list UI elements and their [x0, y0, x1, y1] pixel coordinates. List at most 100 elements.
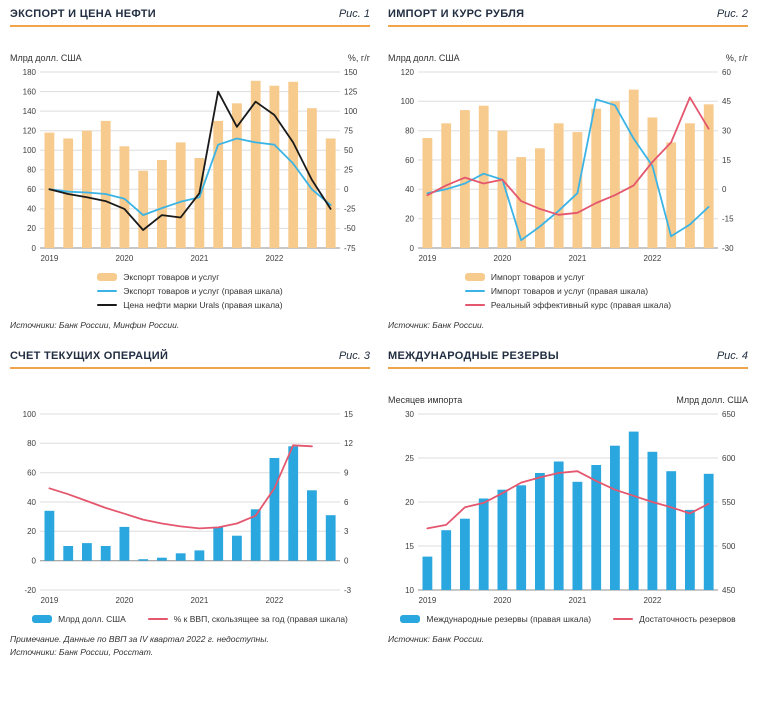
svg-text:80: 80	[27, 439, 36, 448]
svg-text:40: 40	[405, 185, 414, 194]
svg-text:2019: 2019	[419, 254, 437, 263]
figure-number: Рис. 1	[338, 8, 370, 20]
svg-text:2020: 2020	[494, 254, 512, 263]
axis-captions: Месяцев импорта Млрд долл. США	[388, 395, 748, 406]
svg-text:40: 40	[27, 205, 36, 214]
svg-text:0: 0	[32, 557, 37, 566]
svg-text:180: 180	[23, 68, 37, 77]
svg-text:60: 60	[405, 156, 414, 165]
legend-line-swatch	[97, 303, 118, 307]
svg-text:80: 80	[27, 166, 36, 175]
svg-text:2021: 2021	[191, 254, 209, 263]
footnotes: Примечание. Данные по ВВП за IV квартал …	[10, 633, 370, 659]
legend-label: Достаточность резервов	[639, 614, 736, 625]
legend-label: Млрд долл. США	[58, 614, 126, 625]
panel-title: ИМПОРТ И КУРС РУБЛЯ	[388, 8, 525, 20]
svg-text:60: 60	[722, 68, 731, 77]
svg-text:3: 3	[344, 527, 349, 536]
legend-label: Реальный эффективный курс (правая шкала)	[490, 300, 672, 310]
svg-text:550: 550	[722, 498, 736, 507]
legend-item: Достаточность резервов	[613, 614, 736, 625]
legend-item: Экспорт товаров и услуг	[97, 272, 282, 282]
legend-item: Реальный эффективный курс (правая шкала)	[464, 300, 672, 310]
right-axis-caption: Млрд долл. США	[676, 395, 748, 406]
svg-text:2022: 2022	[266, 596, 284, 605]
source-note: Источники: Банк России, Росстат.	[10, 647, 154, 658]
legend-label: Импорт товаров и услуг (правая шкала)	[490, 286, 649, 296]
svg-text:-20: -20	[24, 586, 36, 595]
source-note: Источник: Банк России.	[388, 320, 485, 330]
chart-legend: Экспорт товаров и услуг Экспорт товаров и…	[97, 272, 283, 310]
svg-text:0: 0	[344, 557, 349, 566]
left-axis-caption: Месяцев импорта	[388, 395, 463, 406]
legend-item: Международные резервы (правая шкала)	[400, 614, 591, 624]
svg-text:0: 0	[410, 244, 415, 253]
chart-legend: Млрд долл. США % к ВВП, скользящее за год…	[32, 614, 348, 624]
chart-svg: 10 15 20 25 30 450 500 550 600 650 2019 2020 2021 202…	[405, 410, 736, 605]
international-reserves-chart: 10 15 20 25 30 450 500 550 600 650 2019 2020 2021 202…	[388, 408, 748, 608]
svg-text:2022: 2022	[266, 254, 284, 263]
import-ruble-rate-chart: 0 20 40 60 80 100 120 -30 -15 0 15 30 45 60 2019 2020 20…	[388, 66, 748, 266]
panel-header: ИМПОРТ И КУРС РУБЛЯ Рис. 2	[388, 8, 748, 27]
panel-current-account: СЧЕТ ТЕКУЩИХ ОПЕРАЦИЙ Рис. 3 -20 0 20 40 60 8…	[10, 350, 370, 659]
legend-line-swatch	[464, 289, 485, 293]
note: Примечание. Данные по ВВП за IV квартал …	[10, 634, 269, 645]
svg-text:500: 500	[722, 542, 736, 551]
svg-text:120: 120	[401, 68, 415, 77]
svg-text:40: 40	[27, 498, 36, 507]
svg-text:20: 20	[405, 215, 414, 224]
panel-header: СЧЕТ ТЕКУЩИХ ОПЕРАЦИЙ Рис. 3	[10, 350, 370, 370]
svg-text:2022: 2022	[644, 254, 662, 263]
legend-line-swatch	[613, 617, 634, 621]
right-axis-caption: %, г/г	[725, 53, 748, 63]
axis-captions: Млрд долл. США %, г/г	[10, 53, 370, 64]
legend-label: Цена нефти марки Urals (правая шкала)	[123, 300, 283, 310]
panel-international-reserves: МЕЖДУНАРОДНЫЕ РЕЗЕРВЫ Рис. 4 Месяцев имп…	[388, 350, 748, 659]
legend-bar-swatch	[464, 273, 485, 281]
figure-number: Рис. 2	[716, 8, 748, 20]
svg-text:60: 60	[27, 469, 36, 478]
svg-text:2020: 2020	[116, 254, 134, 263]
svg-text:100: 100	[23, 410, 37, 419]
svg-text:600: 600	[722, 454, 736, 463]
svg-text:12: 12	[344, 439, 353, 448]
svg-text:25: 25	[344, 166, 353, 175]
legend-line-swatch	[147, 617, 168, 621]
legend-label: Экспорт товаров и услуг	[123, 272, 220, 282]
svg-text:-30: -30	[722, 244, 734, 253]
svg-text:-75: -75	[344, 244, 356, 253]
panel-title: СЧЕТ ТЕКУЩИХ ОПЕРАЦИЙ	[10, 350, 169, 363]
legend-item: Экспорт товаров и услуг (правая шкала)	[97, 286, 283, 296]
left-axis-caption: Млрд долл. США	[10, 53, 82, 63]
svg-text:100: 100	[344, 107, 358, 116]
panel-header: ЭКСПОРТ И ЦЕНА НЕФТИ Рис. 1	[10, 8, 370, 27]
legend-item: Млрд долл. США	[32, 614, 126, 624]
svg-text:15: 15	[722, 156, 731, 165]
source-note: Источник: Банк России.	[388, 634, 485, 645]
svg-text:150: 150	[344, 68, 358, 77]
chart-legend: Международные резервы (правая шкала) Дост…	[400, 614, 736, 625]
svg-text:25: 25	[405, 454, 414, 463]
panel-title: МЕЖДУНАРОДНЫЕ РЕЗЕРВЫ	[388, 350, 559, 363]
svg-text:15: 15	[405, 542, 414, 551]
svg-text:0: 0	[32, 244, 37, 253]
svg-text:20: 20	[27, 527, 36, 536]
svg-text:9: 9	[344, 469, 349, 478]
panel-title: ЭКСПОРТ И ЦЕНА НЕФТИ	[10, 8, 156, 20]
report-charts-page: ЭКСПОРТ И ЦЕНА НЕФТИ Рис. 1 Млрд долл. С…	[10, 8, 748, 659]
legend-bar-swatch	[400, 615, 421, 624]
svg-text:2020: 2020	[116, 596, 134, 605]
legend-item: % к ВВП, скользящее за год (правая шкала…	[147, 614, 348, 625]
svg-text:2021: 2021	[569, 596, 587, 605]
legend-label: % к ВВП, скользящее за год (правая шкала…	[173, 614, 348, 625]
svg-text:100: 100	[23, 146, 37, 155]
chart-svg: -20 0 20 40 60 80 100 -3 0 3 6 9 12 15 2019 2020 2021 202…	[23, 410, 354, 605]
svg-text:-15: -15	[722, 215, 734, 224]
footnotes: Источник: Банк России.	[388, 633, 748, 646]
svg-text:120: 120	[23, 127, 37, 136]
svg-text:50: 50	[344, 146, 353, 155]
svg-text:0: 0	[344, 185, 349, 194]
svg-text:80: 80	[405, 127, 414, 136]
svg-text:100: 100	[401, 97, 415, 106]
legend-bar-swatch	[32, 615, 53, 624]
